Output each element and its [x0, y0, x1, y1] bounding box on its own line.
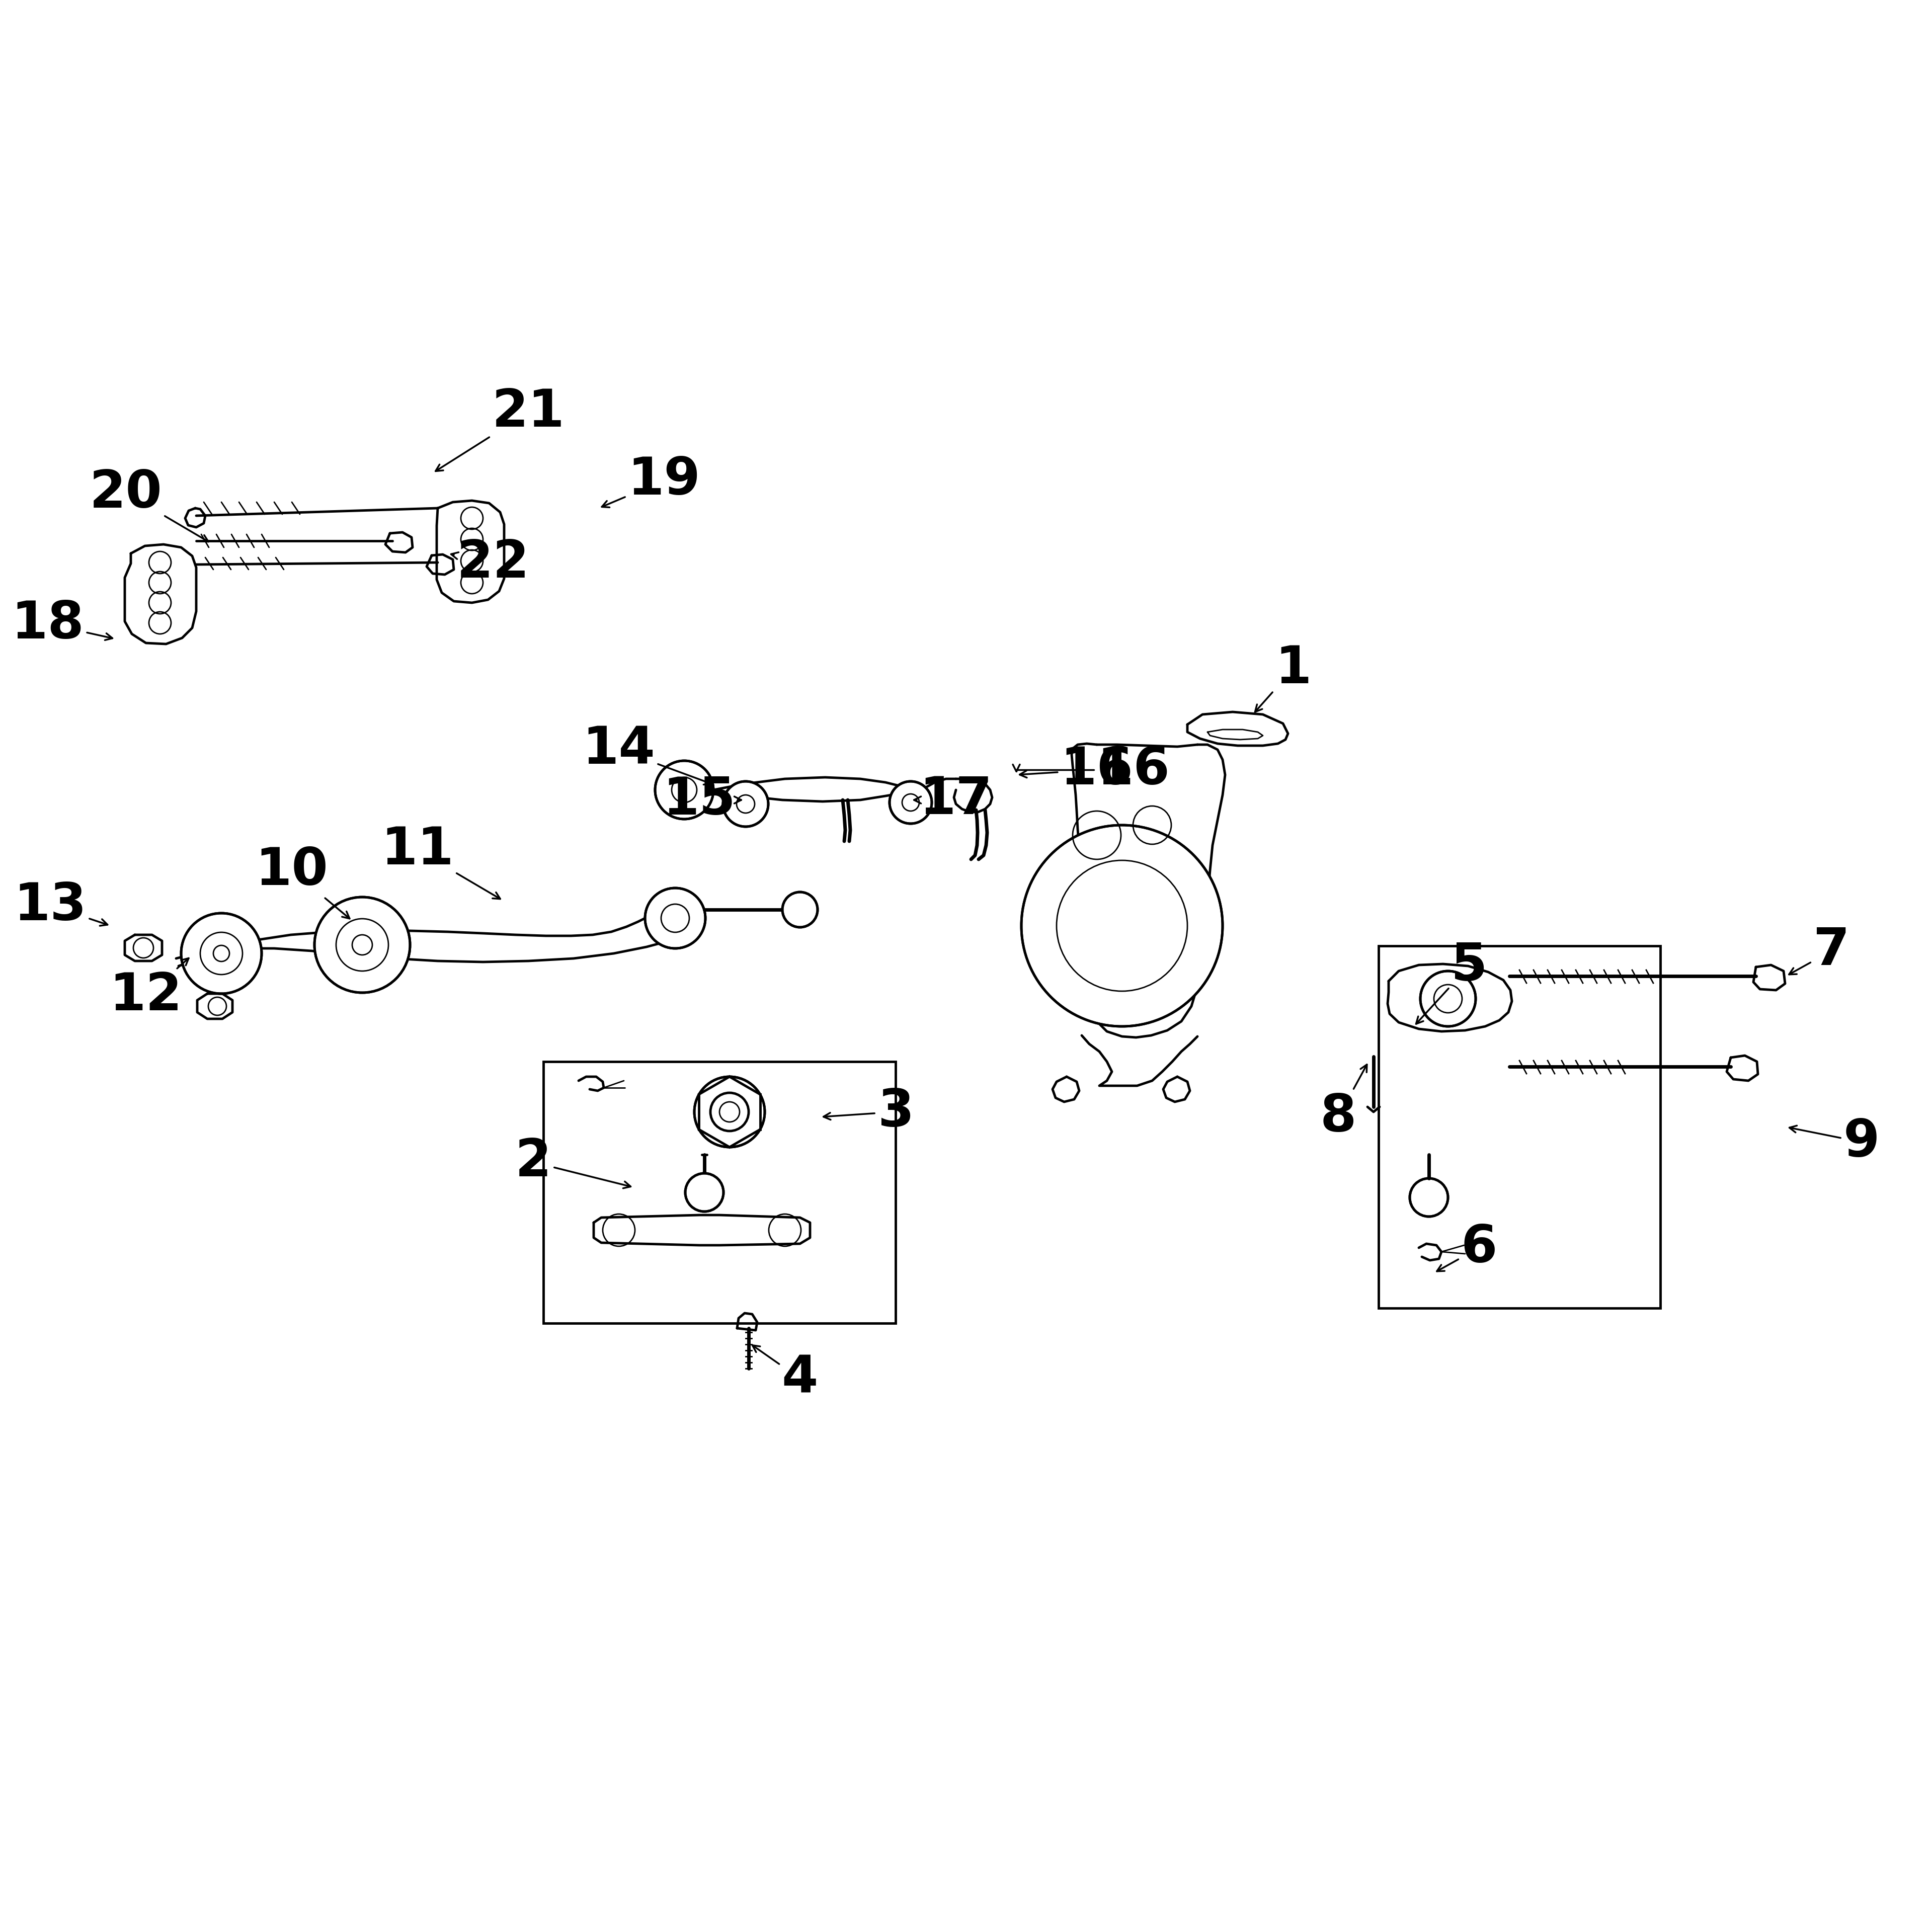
Text: 4: 4: [752, 1345, 819, 1405]
Text: 6: 6: [1437, 1223, 1497, 1273]
Text: 18: 18: [12, 599, 112, 649]
Polygon shape: [1727, 1055, 1758, 1080]
Circle shape: [694, 1076, 765, 1148]
Circle shape: [655, 761, 713, 819]
Polygon shape: [954, 779, 993, 811]
Polygon shape: [126, 935, 162, 960]
Polygon shape: [1053, 1076, 1080, 1101]
Circle shape: [889, 781, 931, 823]
Circle shape: [315, 896, 410, 993]
Text: 19: 19: [601, 456, 701, 508]
Text: 15: 15: [663, 775, 742, 825]
Polygon shape: [593, 1215, 810, 1246]
Polygon shape: [738, 1314, 757, 1331]
Text: 9: 9: [1789, 1117, 1880, 1167]
Text: 11: 11: [381, 825, 500, 898]
Text: 5: 5: [1416, 941, 1488, 1024]
Text: 1: 1: [1256, 643, 1312, 711]
Circle shape: [686, 1173, 723, 1211]
Text: 7: 7: [1789, 925, 1849, 976]
Circle shape: [723, 781, 769, 827]
Circle shape: [1022, 825, 1223, 1026]
Text: 16: 16: [1020, 744, 1134, 796]
Polygon shape: [437, 500, 504, 603]
Polygon shape: [1072, 744, 1225, 1037]
Text: 17: 17: [914, 775, 993, 825]
Polygon shape: [1163, 1076, 1190, 1101]
Circle shape: [782, 893, 817, 927]
Text: 2: 2: [516, 1136, 630, 1188]
Text: 20: 20: [89, 468, 209, 541]
Polygon shape: [1188, 711, 1289, 746]
Text: 14: 14: [582, 725, 711, 784]
Text: 21: 21: [435, 386, 564, 471]
Circle shape: [645, 889, 705, 949]
Text: 10: 10: [255, 844, 350, 918]
Polygon shape: [126, 545, 197, 643]
Text: 22: 22: [450, 539, 529, 589]
Circle shape: [1420, 972, 1476, 1026]
Circle shape: [182, 914, 261, 993]
Text: 12: 12: [110, 958, 189, 1022]
Polygon shape: [427, 554, 454, 574]
Polygon shape: [1387, 964, 1513, 1032]
Text: 16: 16: [1012, 744, 1169, 796]
Text: 8: 8: [1320, 1065, 1368, 1142]
Polygon shape: [185, 508, 205, 527]
Bar: [543, 1061, 896, 1323]
Polygon shape: [197, 993, 232, 1018]
Polygon shape: [1754, 964, 1785, 989]
Text: 13: 13: [14, 881, 108, 931]
Text: 3: 3: [823, 1086, 914, 1138]
Circle shape: [1410, 1179, 1447, 1217]
Bar: [1379, 947, 1660, 1308]
Polygon shape: [384, 533, 413, 553]
